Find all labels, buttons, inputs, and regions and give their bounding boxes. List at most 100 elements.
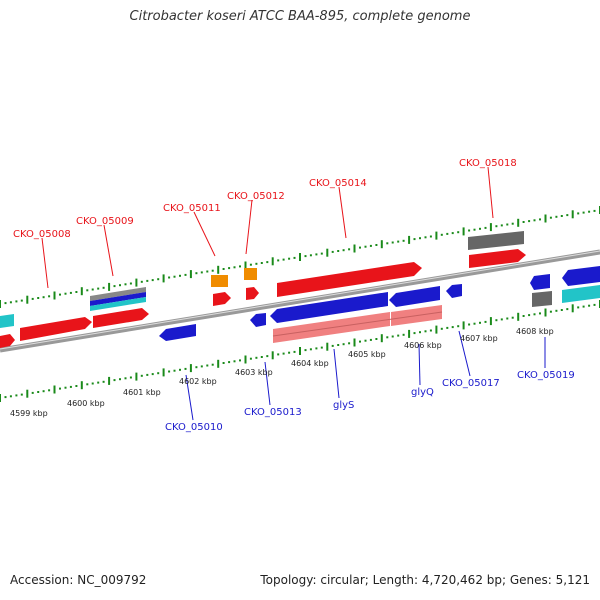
tick-mark [0, 300, 1, 308]
tick-mark [124, 377, 127, 380]
tick-mark [299, 347, 301, 355]
label-cko-05010[interactable]: CKO_05010 [165, 422, 223, 433]
tick-mark [124, 283, 127, 286]
gene-right-blue-2[interactable] [562, 266, 600, 286]
label-cko-05017[interactable]: CKO_05017 [442, 378, 500, 389]
tick-mark [386, 336, 389, 339]
gene-cko-05014[interactable] [277, 262, 422, 297]
gene-cko-05011-rna[interactable] [211, 275, 228, 287]
gene-cko-05008[interactable] [20, 317, 92, 341]
tick-mark [157, 278, 160, 281]
tick-mark [244, 355, 247, 364]
tick-mark [462, 321, 465, 330]
label-cko-05018[interactable]: CKO_05018 [459, 158, 517, 169]
tick-mark [277, 259, 280, 262]
tick-mark [108, 282, 111, 291]
tick-mark [108, 376, 111, 385]
tick-mark [495, 319, 498, 322]
gene-left-cyan[interactable] [0, 314, 14, 328]
forward-genes [0, 231, 600, 328]
tick-mark [577, 212, 580, 215]
tick-mark [162, 368, 165, 377]
label-cko-05012[interactable]: CKO_05012 [227, 191, 285, 202]
kbp-label: 4600 kbp [67, 399, 105, 408]
tick-mark [37, 297, 40, 299]
label-cko-05009[interactable]: CKO_05009 [76, 216, 134, 227]
kbp-label: 4599 kbp [10, 409, 48, 418]
tick-mark [173, 369, 176, 372]
tick-mark [446, 232, 449, 235]
tick-mark [86, 383, 89, 386]
tick-mark [211, 363, 214, 366]
tick-mark [86, 289, 89, 292]
kbp-label: 4603 kbp [235, 368, 273, 377]
tick-mark [266, 261, 269, 264]
tick-mark [222, 362, 225, 364]
tick-mark [582, 211, 585, 214]
gene-cko-05010[interactable] [159, 324, 196, 341]
gene-right-cyan[interactable] [562, 285, 600, 303]
tick-mark [380, 334, 383, 343]
tick-mark [566, 308, 569, 311]
label-cko-05013[interactable]: CKO_05013 [244, 407, 302, 418]
tick-mark [446, 326, 449, 329]
gene-cko-05012[interactable] [246, 287, 259, 300]
tick-mark [151, 279, 154, 282]
tick-mark [320, 252, 323, 255]
tick-mark [189, 364, 192, 373]
tick-mark [184, 273, 187, 276]
tick-mark [342, 343, 345, 346]
tick-mark [0, 394, 1, 402]
tick-mark [320, 346, 323, 349]
tick-mark [375, 244, 378, 246]
tick-mark [549, 216, 552, 219]
label-cko-05019[interactable]: CKO_05019 [517, 370, 575, 381]
label-cko-05011[interactable]: CKO_05011 [163, 203, 221, 214]
tick-mark [42, 390, 45, 393]
gene-glyq[interactable] [389, 286, 440, 307]
gene-cko-05009[interactable] [93, 308, 149, 328]
label-glys[interactable]: glyS [333, 400, 354, 411]
gene-right-blue-1[interactable] [530, 274, 550, 290]
tick-mark [462, 227, 465, 236]
tick-mark [75, 385, 78, 387]
tick-mark [533, 219, 536, 222]
tick-mark [489, 317, 492, 326]
tick-mark [146, 373, 149, 376]
gene-cko-05018-grey[interactable] [468, 231, 524, 250]
gene-left-red[interactable] [0, 334, 15, 348]
gene-cko-05012-rna[interactable] [244, 268, 257, 280]
tick-mark [369, 338, 372, 341]
gene-cko-05013[interactable] [270, 292, 388, 323]
tick-mark [451, 232, 454, 235]
tick-mark [140, 374, 143, 377]
gene-cko-05018[interactable] [469, 249, 526, 268]
gene-cko-05017[interactable] [446, 284, 462, 298]
tick-mark [233, 360, 236, 363]
tick-mark [195, 272, 198, 275]
tick-mark [593, 209, 596, 212]
tick-mark [489, 223, 492, 232]
tick-mark [200, 365, 203, 368]
tick-mark [549, 310, 552, 313]
label-cko-05008[interactable]: CKO_05008 [13, 229, 71, 240]
tick-mark [102, 380, 105, 383]
gene-cko-05009-cyan[interactable] [90, 297, 146, 311]
gene-right-grey[interactable] [532, 291, 552, 307]
tick-mark [146, 279, 149, 282]
tick-mark [162, 274, 165, 283]
tick-mark [326, 342, 329, 351]
tick-mark [408, 329, 411, 338]
tick-mark [457, 325, 460, 328]
gene-cko-05013-small[interactable] [250, 313, 266, 327]
tick-mark [135, 278, 138, 287]
tick-mark [342, 249, 345, 252]
tick-mark [255, 262, 258, 265]
gene-cko-05011[interactable] [213, 292, 231, 306]
label-glyq[interactable]: glyQ [411, 387, 434, 398]
tick-mark [173, 275, 176, 278]
gene-cko-05009-grey[interactable] [90, 287, 146, 301]
label-cko-05014[interactable]: CKO_05014 [309, 178, 367, 189]
gene-cko-05009-blue[interactable] [90, 292, 146, 306]
tick-mark [528, 314, 531, 317]
